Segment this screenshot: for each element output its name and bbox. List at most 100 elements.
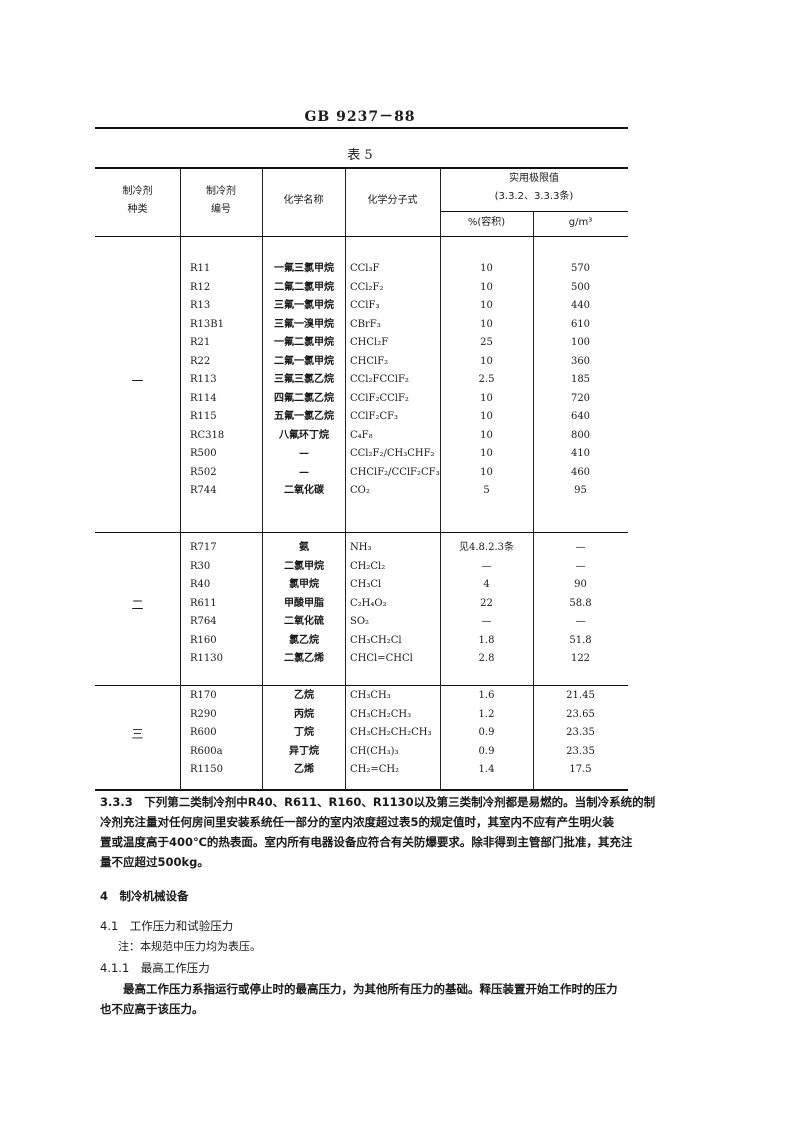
cell-pct: 2.8 [478,653,495,664]
cell-gm3: 100 [570,337,591,348]
cell-formula: CO₂ [350,485,370,496]
cell-code: R170 [190,690,217,701]
table-row: R611 甲酸甲脂 C₂H₄O₂ 22 58.8 [0,595,628,614]
cell-name: 氨 [299,542,309,553]
column-line [262,168,263,790]
cell-gm3: 23.65 [566,708,595,720]
cell-code: R744 [190,485,217,496]
cell-formula: CH₂=CH₂ [350,764,400,775]
cell-formula: CH₃CH₂CH₃ [350,708,412,720]
cell-code: R611 [190,597,217,609]
cell-gm3: 185 [570,374,591,385]
cell-name: 二氯甲烷 [284,560,324,572]
cell-gm3: 570 [570,263,591,274]
text-line: 量不应超过500kg。 [100,855,209,869]
cell-code: R40 [190,579,211,590]
cell-formula: CH₂Cl₂ [350,560,386,572]
cell-name: — [299,448,309,459]
text-line: 也不应高于该压力。 [100,1002,204,1016]
header-line: 制冷剂 [122,186,153,197]
cell-name: 三氟一氯甲烷 [274,300,334,311]
table-row: R1150 乙烯 CH₂=CH₂ 1.4 17.5 [0,761,628,780]
cell-code: R22 [190,355,211,367]
cell-gm3: 51.8 [569,634,592,646]
cell-name: 丙烷 [294,708,314,720]
cell-formula: CH(CH₃)₃ [350,745,399,757]
category-label: 二 [131,597,144,612]
cell-formula: CCl₂FCClF₂ [350,374,409,385]
cell-code: R717 [190,542,217,553]
cell-name: 甲酸甲脂 [284,597,324,609]
column-line [440,168,441,790]
cell-gm3: 122 [570,653,591,664]
table-row: R600a 异丁烷 CH(CH₃)₃ 0.9 23.35 [0,743,628,762]
cell-gm3: — [575,542,586,553]
cell-pct: 10 [480,466,493,478]
section-4-1-heading: 4.1 工作压力和试验压力 [100,919,234,933]
cell-pct: 10 [480,392,493,404]
cell-pct: 4 [483,579,490,590]
table-top-rule [95,167,628,169]
table-row: R1130 二氯乙烯 CHCl=CHCl 2.8 122 [0,650,628,669]
cell-formula: CCl₃F [350,263,380,274]
cell-pct: 1.8 [478,634,495,646]
header-limit-ref: (3.3.2、3.3.3条) [494,191,574,202]
cell-name: 八氟环丁烷 [279,429,329,441]
cell-name: 氯甲烷 [289,579,319,590]
cell-code: R12 [190,281,211,293]
header-line: 制冷剂 [206,186,236,197]
cell-pct: 10 [480,300,493,311]
cell-name: 二氟二氯甲烷 [274,281,334,293]
table-row: R12 二氟二氯甲烷 CCl₂F₂ 10 500 [0,279,628,298]
table-bottom-rule [95,789,628,791]
header-sub-rule [440,211,628,212]
cell-formula: CHClF₂ [350,355,389,367]
cell-code: R600 [190,727,217,738]
cell-formula: C₄F₈ [350,429,373,441]
cell-formula: CH₃Cl [350,579,382,590]
cell-name: 丁烷 [294,727,314,738]
table-row: R113 三氟三氯乙烷 CCl₂FCClF₂ 2.5 185 [0,371,628,390]
text-line: 置或温度高于400℃的热表面。室内所有电器设备应符合有关防爆要求。除非得到主管部… [100,835,633,849]
cell-gm3: — [575,616,586,627]
cell-formula: SO₂ [350,616,370,627]
cell-formula: CH₃CH₂CH₂CH₃ [350,727,432,738]
cell-pct: 1.6 [478,690,495,701]
group-divider [95,532,628,533]
header-bottom-rule [95,236,628,237]
text-line: 冷剂充注量对任何房间里安装系统任一部分的室内浓度超过表5的规定值时，其室内不应有… [100,815,614,829]
category-label: 一 [131,374,144,389]
cell-formula: CClF₂CClF₂ [350,392,409,404]
table-row: RC318 八氟环丁烷 C₄F₈ 10 800 [0,427,628,446]
cell-name: 异丁烷 [289,745,319,757]
cell-pct: 1.4 [478,764,495,775]
cell-code: R21 [190,337,211,348]
cell-code: R160 [190,634,217,646]
table-row: R115 五氟一氯乙烷 CClF₂CF₃ 10 640 [0,408,628,427]
cell-name: — [299,466,309,478]
cell-formula: CCl₂F₂/CH₃CHF₂ [350,448,435,459]
cell-name: 二氟一氯甲烷 [274,355,334,367]
cell-gm3: 800 [570,429,591,441]
cell-gm3: 17.5 [569,764,592,775]
cell-gm3: 58.8 [569,597,592,609]
cell-formula: NH₃ [350,542,372,553]
cell-formula: CBrF₃ [350,318,381,330]
cell-name: 四氟二氯乙烷 [274,392,334,404]
cell-gm3: 410 [570,448,591,459]
cell-formula: CHCl=CHCl [350,653,413,664]
cell-code: R764 [190,616,217,627]
note: 注：本规范中压力均为表压。 [118,940,261,953]
cell-name: 乙烷 [294,690,314,701]
cell-formula: CHClF₂/CClF₂CF₃ [350,466,440,478]
header-limit: 实用极限值 [509,173,559,184]
cell-pct: 25 [480,337,493,348]
cell-code: R113 [190,374,217,385]
cell-formula: CClF₃ [350,300,380,311]
category-label: 三 [131,727,144,742]
cell-name: 一氟二氯甲烷 [274,337,334,348]
cell-formula: CH₃CH₃ [350,690,391,701]
header-rule [95,127,628,129]
table-row: R744 二氧化碳 CO₂ 5 95 [0,482,628,501]
cell-pct: — [481,616,492,627]
